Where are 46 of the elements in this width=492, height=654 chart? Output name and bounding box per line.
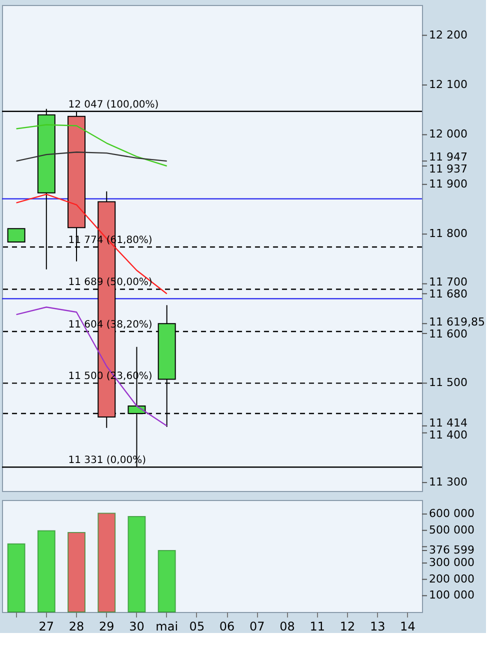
x-tick-label: 27 [38,620,54,634]
x-tick-label: 11 [310,620,326,634]
y-tick-label: 376 599 [429,544,474,557]
x-tick-label: 07 [250,620,265,634]
y-tick-label: 11 400 [429,428,468,442]
y-tick-label: 500 000 [429,523,474,536]
y-tick-label: 11 937 [429,162,468,176]
bar [7,543,26,612]
line-series [16,151,168,162]
bar [37,530,56,612]
y-tick-label: 12 200 [429,28,468,42]
y-tick-label: 12 100 [429,78,468,92]
y-tick-label: 11 947 [429,150,468,164]
x-tick-label: 29 [98,620,114,634]
candlestick [7,228,26,243]
y-tick-label: 11 300 [429,476,468,489]
bar [128,516,146,612]
x-tick-label: 14 [400,620,416,634]
bar [158,550,176,612]
y-tick-label: 11 900 [429,177,468,190]
y-tick-label: 100 000 [429,588,474,602]
y-tick-label: 600 000 [429,507,474,520]
line-series [16,306,168,426]
y-tick-label: 11 414 [429,416,468,430]
y-tick-label: 11 680 [429,288,468,301]
x-tick-label: 05 [189,620,205,634]
x-tick-label: mai [156,620,178,634]
x-tick-label: 12 [340,620,356,634]
y-tick-label: 11 500 [429,376,468,390]
y-tick-label: 300 000 [429,556,474,570]
y-tick-label: 11 619,85 [429,316,485,329]
x-tick-label: 06 [219,620,235,634]
x-tick-label: 30 [129,620,144,634]
y-tick-label: 11 800 [429,227,468,240]
y-tick-label: 200 000 [429,572,474,586]
y-tick-label: 12 000 [429,128,468,141]
ref-line-label: 12 047 (100,00%) [68,99,159,110]
bar [68,532,86,612]
x-tick-label: 13 [370,620,386,634]
bar [98,512,116,612]
x-tick-label: 28 [68,620,84,634]
line-series [16,194,168,294]
y-tick-label: 11 700 [429,276,468,289]
x-tick-label: 08 [280,620,295,634]
y-tick-label: 11 600 [429,328,468,341]
line-series [16,124,168,167]
